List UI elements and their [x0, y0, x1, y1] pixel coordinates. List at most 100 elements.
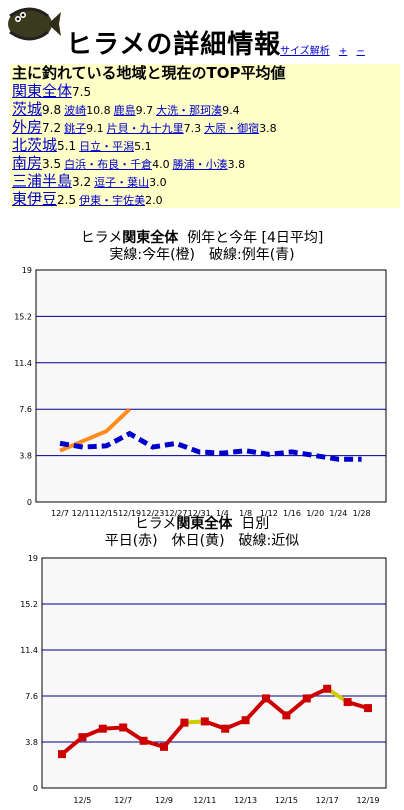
- chart1-subtitle: 実線:今年(橙) 破線:例年(青): [109, 247, 295, 263]
- subregion-value: 10.8: [86, 104, 111, 117]
- y-tick-label: 0: [27, 498, 32, 507]
- region-row: 茨城9.8 波崎10.8 鹿島9.7 大洗・那珂湊9.4: [10, 100, 400, 118]
- header-links: サイズ解析 + −: [280, 42, 371, 57]
- x-tick-label: 12/23: [141, 509, 164, 518]
- data-point: [139, 736, 148, 745]
- region-row: 関東全体7.5: [10, 82, 400, 100]
- y-tick-label: 0: [33, 784, 38, 793]
- subregion-link[interactable]: 片貝・九十九里: [106, 122, 184, 135]
- data-point: [241, 716, 250, 725]
- subregion-link[interactable]: 鹿島: [113, 104, 136, 117]
- data-point: [364, 704, 372, 713]
- chart2-title-region: 関東全体: [176, 516, 233, 532]
- region-row: 外房7.2 銚子9.1 片貝・九十九里7.3 大原・御宿3.8: [10, 118, 400, 136]
- x-tick-label: 12/15: [275, 796, 298, 805]
- x-tick-label: 12/17: [316, 796, 339, 805]
- subregion-value: 2.0: [145, 194, 163, 207]
- x-tick-label: 1/16: [283, 509, 301, 518]
- data-point: [58, 750, 66, 759]
- chart2-title: ヒラメ関東全体 日別: [0, 516, 404, 533]
- page-title: ヒラメの詳細情報: [66, 30, 282, 60]
- subregion-link[interactable]: 大原・御宿: [204, 122, 260, 135]
- x-tick-label: 12/19: [356, 796, 379, 805]
- region-value: 3.2: [72, 175, 92, 189]
- summary-heading: 主に釣れている地域と現在のTOP平均値: [12, 64, 286, 82]
- region-value: 7.5: [72, 85, 92, 99]
- chart2-subtitle: 平日(赤) 休日(黄) 破線:近似: [104, 533, 300, 549]
- data-point: [180, 718, 189, 727]
- data-point: [78, 733, 87, 742]
- region-row: 三浦半島3.2 逗子・葉山3.0: [10, 172, 400, 190]
- y-tick-label: 15.2: [14, 312, 32, 321]
- region-link[interactable]: 東伊豆: [12, 190, 58, 208]
- subregion-link[interactable]: 勝浦・小湊: [172, 158, 228, 171]
- region-link[interactable]: 南房: [12, 154, 43, 172]
- region-link[interactable]: 三浦半島: [12, 172, 73, 190]
- x-tick-label: 12/11: [193, 796, 216, 805]
- x-tick-label: 1/28: [353, 509, 371, 518]
- data-point: [98, 724, 107, 733]
- zoom-out-link[interactable]: −: [356, 46, 365, 57]
- data-point: [160, 742, 168, 751]
- this-year-series-line: [59, 407, 131, 453]
- average-series-line: [59, 430, 362, 462]
- chart1-title: ヒラメ関東全体 例年と今年 [4日平均]: [0, 230, 404, 247]
- subregion-link[interactable]: 銚子: [64, 122, 87, 135]
- region-link[interactable]: 茨城: [12, 100, 43, 118]
- y-tick-label: 19: [22, 266, 32, 275]
- y-tick-label: 15.2: [20, 600, 38, 609]
- data-point: [221, 724, 230, 733]
- data-point: [343, 698, 352, 707]
- plot-area: [35, 269, 387, 503]
- data-point: [323, 684, 332, 693]
- chart1-title-region: 関東全体: [122, 230, 179, 246]
- subregion-link[interactable]: 大洗・那珂湊: [156, 104, 223, 117]
- region-link[interactable]: 外房: [12, 118, 43, 136]
- region-link[interactable]: 北茨城: [12, 136, 58, 154]
- region-row: 東伊豆2.5 伊東・宇佐美2.0: [10, 190, 400, 208]
- x-tick-label: 1/24: [329, 509, 347, 518]
- flounder-icon: [8, 7, 61, 41]
- subregion-value: 9.7: [135, 104, 154, 117]
- y-tick-label: 11.4: [20, 646, 38, 655]
- x-tick-label: 12/7: [51, 509, 69, 518]
- region-value: 7.2: [42, 121, 62, 135]
- data-point: [119, 723, 128, 732]
- x-tick-label: 12/7: [114, 796, 132, 805]
- subregion-link[interactable]: 波崎: [64, 104, 87, 117]
- size-analysis-link[interactable]: サイズ解析: [280, 46, 330, 57]
- x-tick-label: 12/27: [164, 509, 187, 518]
- x-tick-label: 1/8: [239, 509, 252, 518]
- region-link[interactable]: 関東全体: [12, 82, 73, 100]
- subregion-value: 5.1: [134, 140, 152, 153]
- subregion-link[interactable]: 伊東・宇佐美: [79, 194, 146, 207]
- region-value: 2.5: [57, 193, 77, 207]
- y-tick-label: 7.6: [25, 692, 38, 701]
- chart2-title-prefix: ヒラメ: [134, 516, 177, 532]
- chart1-title-prefix: ヒラメ: [80, 230, 123, 246]
- chart1-title-suffix: 例年と今年 [4日平均]: [187, 230, 324, 246]
- summary-box: 主に釣れている地域と現在のTOP平均値 関東全体7.5 茨城9.8 波崎10.8 鹿島…: [10, 64, 400, 208]
- subregion-value: 9.1: [86, 122, 104, 135]
- data-point: [262, 694, 270, 703]
- x-tick-label: 1/20: [306, 509, 324, 518]
- y-tick-label: 19: [28, 554, 38, 563]
- x-tick-label: 12/9: [155, 796, 173, 805]
- region-value: 5.1: [57, 139, 77, 153]
- x-tick-label: 1/4: [216, 509, 229, 518]
- weekday-segment: [162, 721, 186, 749]
- subregion-link[interactable]: 日立・平潟: [79, 140, 135, 153]
- y-tick-label: 11.4: [14, 359, 32, 368]
- chart2-title-suffix: 日別: [241, 516, 270, 532]
- subregion-value: 4.0: [152, 158, 170, 171]
- subregion-link[interactable]: 逗子・葉山: [94, 176, 150, 189]
- region-value: 9.8: [42, 103, 62, 117]
- subregion-value: 3.0: [149, 176, 167, 189]
- x-tick-label: 12/31: [188, 509, 211, 518]
- x-tick-label: 12/19: [118, 509, 141, 518]
- zoom-in-link[interactable]: +: [338, 46, 348, 57]
- subregion-link[interactable]: 白浜・布良・千倉: [64, 158, 153, 171]
- data-point: [200, 717, 209, 726]
- x-tick-label: 12/15: [95, 509, 118, 518]
